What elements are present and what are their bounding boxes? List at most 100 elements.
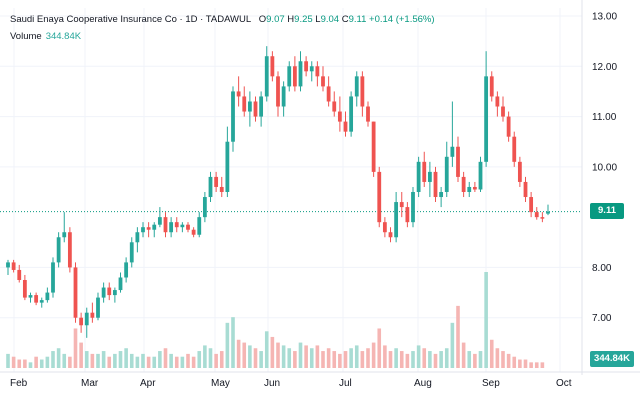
chart-legend: Saudi Enaya Cooperative Insurance Co · 1…	[10, 14, 435, 25]
volume-bar	[450, 322, 455, 368]
candle-body	[242, 96, 247, 112]
candle-body	[321, 76, 325, 87]
high-value: 9.25	[294, 14, 313, 25]
candle-body	[287, 66, 292, 87]
volume-bar	[411, 351, 415, 368]
candle-body	[484, 76, 489, 162]
volume-bar	[388, 351, 393, 368]
volume-bar	[422, 348, 427, 368]
candle-body	[96, 297, 100, 318]
candle-body	[394, 202, 399, 238]
volume-bar	[506, 353, 511, 368]
candle-body	[219, 186, 224, 192]
candle-body	[22, 280, 27, 298]
candle-body	[534, 212, 539, 218]
candle-body	[281, 86, 286, 107]
candle-body	[79, 317, 84, 326]
volume-bar	[512, 356, 517, 368]
candle-body	[135, 232, 140, 243]
candle-body	[84, 312, 89, 326]
volume-bar	[518, 359, 522, 368]
close-label: C	[341, 14, 349, 25]
candle-body	[388, 232, 393, 238]
volume-bar	[534, 362, 539, 368]
volume-bar	[158, 351, 162, 368]
candle-body	[51, 262, 55, 293]
volume-bar	[6, 353, 10, 368]
candle-body	[489, 76, 494, 97]
volume-bar	[180, 356, 185, 368]
candle-body	[62, 232, 67, 238]
candle-body	[259, 96, 264, 117]
open-value: 9.07	[266, 14, 285, 25]
volume-bar	[354, 345, 359, 368]
volume-bar	[467, 351, 472, 368]
candle-body	[90, 312, 95, 318]
volume-bar	[124, 348, 128, 368]
x-tick-label: Jul	[339, 378, 352, 389]
volume-bar	[152, 356, 157, 368]
volume-bar	[276, 342, 280, 368]
volume-bar	[113, 353, 117, 368]
volume-bar	[293, 351, 297, 368]
open-label: O	[258, 14, 267, 25]
candle-body	[28, 295, 33, 298]
volume-bar	[281, 345, 286, 368]
volume-bar	[197, 351, 202, 368]
volume-bar	[45, 356, 50, 368]
candle-body	[157, 217, 162, 225]
volume-bar	[96, 353, 100, 368]
candle-body	[360, 76, 365, 107]
volume-bar	[484, 272, 488, 368]
candle-body	[377, 171, 382, 223]
volume-bar	[186, 353, 190, 368]
volume-bar	[118, 351, 123, 368]
volume-bar	[349, 348, 353, 368]
volume-bar	[68, 356, 72, 368]
candle-body	[337, 111, 342, 122]
interval-label[interactable]: 1D	[185, 14, 198, 25]
candle-body	[506, 116, 511, 137]
x-tick-label: Aug	[414, 378, 432, 389]
volume-bar	[473, 353, 477, 368]
candle-body	[191, 229, 196, 235]
volume-bar	[489, 339, 494, 368]
candle-body	[422, 161, 427, 182]
candle-body	[208, 176, 213, 198]
candle-body	[399, 202, 404, 208]
candle-body	[478, 161, 483, 190]
volume-bar	[264, 331, 269, 368]
candle-body	[112, 290, 117, 296]
volume-bar	[214, 353, 218, 368]
volume-legend[interactable]: Volume 344.84K	[10, 30, 81, 43]
candle-body	[298, 61, 303, 87]
volume-bar	[208, 348, 213, 368]
candle-body	[444, 156, 449, 192]
volume-bar	[523, 359, 528, 368]
x-tick-label: Jun	[264, 378, 280, 389]
volume-bar	[495, 348, 500, 368]
candle-body	[416, 161, 421, 192]
volume-bar	[439, 351, 443, 368]
volume-bar	[343, 351, 348, 368]
volume-bar	[321, 351, 325, 368]
exchange-label: TADAWUL	[205, 14, 251, 25]
volume-bar	[225, 322, 230, 368]
candle-body	[34, 295, 39, 303]
candle-body	[371, 121, 376, 172]
x-tick-label: Mar	[81, 378, 99, 389]
candle-body	[456, 146, 460, 177]
volume-bar	[253, 348, 258, 368]
volume-bar	[11, 356, 16, 368]
candle-body	[118, 277, 123, 291]
volume-bar	[428, 351, 432, 368]
candle-body	[304, 61, 309, 72]
candle-body	[292, 66, 297, 87]
low-label: L	[315, 14, 321, 25]
volume-bar	[73, 328, 78, 368]
symbol-name[interactable]: Saudi Enaya Cooperative Insurance Co	[10, 14, 177, 25]
candle-body	[546, 211, 550, 214]
candle-body	[107, 287, 112, 296]
volume-bar	[163, 348, 168, 368]
